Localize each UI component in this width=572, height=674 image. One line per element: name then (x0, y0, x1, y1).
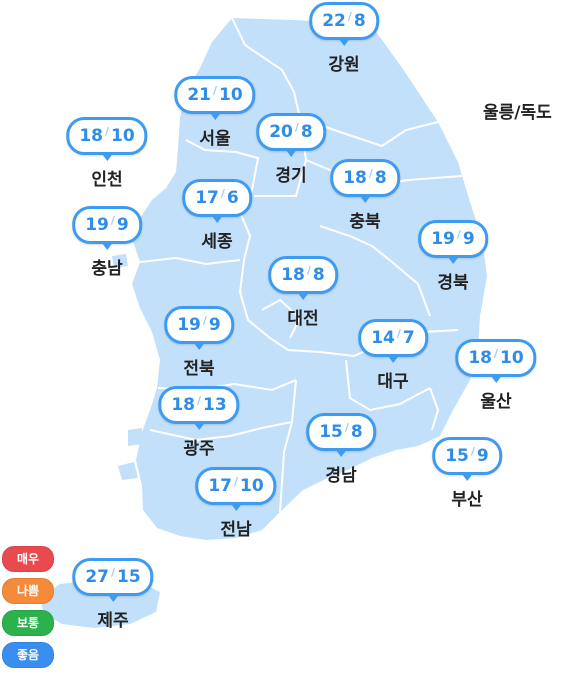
temperature-bubble: 17/6 (182, 179, 252, 223)
region-name: 강원 (328, 55, 360, 75)
region-marker-daegu[interactable]: 14/7 대구 (358, 319, 428, 392)
region-marker-ulsan[interactable]: 18/10 울산 (455, 339, 537, 412)
region-name: 경기 (275, 166, 307, 186)
region-name: 광주 (183, 439, 215, 459)
region-name: 세종 (201, 232, 233, 252)
low-temp: 10 (500, 348, 524, 368)
legend-good: 좋음 (2, 642, 54, 668)
region-marker-gyeongnam[interactable]: 15/8 경남 (306, 413, 376, 486)
legend-bad: 나쁨 (2, 578, 54, 604)
legend-very-bad: 매우 (2, 546, 54, 572)
high-temp: 18 (343, 168, 367, 188)
high-temp: 14 (371, 328, 395, 348)
low-temp: 10 (111, 126, 135, 146)
region-name: 울산 (480, 392, 512, 412)
region-marker-incheon[interactable]: 18/10 인천 (66, 117, 148, 190)
region-name: 경남 (325, 466, 357, 486)
region-marker-seoul[interactable]: 21/10 서울 (174, 76, 256, 149)
region-marker-jeonnam[interactable]: 17/10 전남 (195, 467, 277, 540)
region-name: 대구 (377, 372, 409, 392)
temperature-bubble: 14/7 (358, 319, 428, 363)
temperature-bubble: 18/8 (330, 159, 400, 203)
region-name: 부산 (451, 490, 483, 510)
region-marker-gyeongbuk[interactable]: 19/9 경북 (418, 220, 488, 293)
temperature-bubble: 19/9 (418, 220, 488, 264)
high-temp: 22 (322, 11, 346, 31)
region-name: 충남 (91, 259, 123, 279)
temperature-bubble: 21/10 (174, 76, 256, 120)
high-temp: 19 (431, 229, 455, 249)
region-name: 경북 (437, 273, 469, 293)
air-quality-legend: 매우 나쁨 보통 좋음 (2, 546, 54, 674)
low-temp: 10 (219, 85, 243, 105)
region-name: 충북 (349, 212, 381, 232)
temperature-bubble: 22/8 (309, 2, 379, 46)
temperature-bubble: 15/9 (432, 437, 502, 481)
region-marker-jeonbuk[interactable]: 19/9 전북 (164, 306, 234, 379)
high-temp: 17 (208, 476, 232, 496)
temperature-bubble: 19/9 (72, 206, 142, 250)
legend-normal: 보통 (2, 610, 54, 636)
low-temp: 15 (117, 567, 141, 587)
low-temp: 8 (350, 422, 363, 442)
high-temp: 18 (281, 265, 305, 285)
low-temp: 13 (203, 395, 227, 415)
region-marker-sejong[interactable]: 17/6 세종 (182, 179, 252, 252)
high-temp: 15 (319, 422, 343, 442)
low-temp: 9 (476, 446, 489, 466)
region-marker-gyeonggi[interactable]: 20/8 경기 (256, 113, 326, 186)
low-temp: 8 (374, 168, 387, 188)
low-temp: 10 (240, 476, 264, 496)
region-marker-gwangju[interactable]: 18/13 광주 (158, 386, 240, 459)
high-temp: 15 (445, 446, 469, 466)
region-marker-chungbuk[interactable]: 18/8 충북 (330, 159, 400, 232)
high-temp: 21 (187, 85, 211, 105)
high-temp: 17 (195, 188, 219, 208)
region-marker-busan[interactable]: 15/9 부산 (432, 437, 502, 510)
temperature-bubble: 18/13 (158, 386, 240, 430)
low-temp: 9 (116, 215, 129, 235)
region-name: 서울 (199, 129, 231, 149)
temperature-bubble: 18/10 (66, 117, 148, 161)
low-temp: 6 (226, 188, 239, 208)
region-name: 전북 (183, 359, 215, 379)
high-temp: 18 (79, 126, 103, 146)
temperature-bubble: 27/15 (72, 558, 154, 602)
low-temp: 8 (300, 122, 313, 142)
low-temp: 9 (208, 315, 221, 335)
temperature-bubble: 19/9 (164, 306, 234, 350)
ulleung-dokdo-label[interactable]: 울릉/독도 (483, 103, 552, 123)
high-temp: 20 (269, 122, 293, 142)
region-name: 인천 (91, 170, 123, 190)
high-temp: 18 (171, 395, 195, 415)
high-temp: 19 (177, 315, 201, 335)
high-temp: 18 (468, 348, 492, 368)
low-temp: 9 (462, 229, 475, 249)
low-temp: 8 (353, 11, 366, 31)
temperature-bubble: 20/8 (256, 113, 326, 157)
region-marker-gangwon[interactable]: 22/8 강원 (309, 2, 379, 75)
high-temp: 19 (85, 215, 109, 235)
region-marker-chungnam[interactable]: 19/9 충남 (72, 206, 142, 279)
temperature-bubble: 18/8 (268, 256, 338, 300)
region-marker-jeju[interactable]: 27/15 제주 (72, 558, 154, 631)
region-name: 제주 (97, 611, 129, 631)
region-name: 전남 (220, 520, 252, 540)
temperature-bubble: 15/8 (306, 413, 376, 457)
high-temp: 27 (85, 567, 109, 587)
region-marker-daejeon[interactable]: 18/8 대전 (268, 256, 338, 329)
region-name: 대전 (287, 309, 319, 329)
low-temp: 7 (402, 328, 415, 348)
low-temp: 8 (312, 265, 325, 285)
temperature-bubble: 17/10 (195, 467, 277, 511)
temperature-bubble: 18/10 (455, 339, 537, 383)
